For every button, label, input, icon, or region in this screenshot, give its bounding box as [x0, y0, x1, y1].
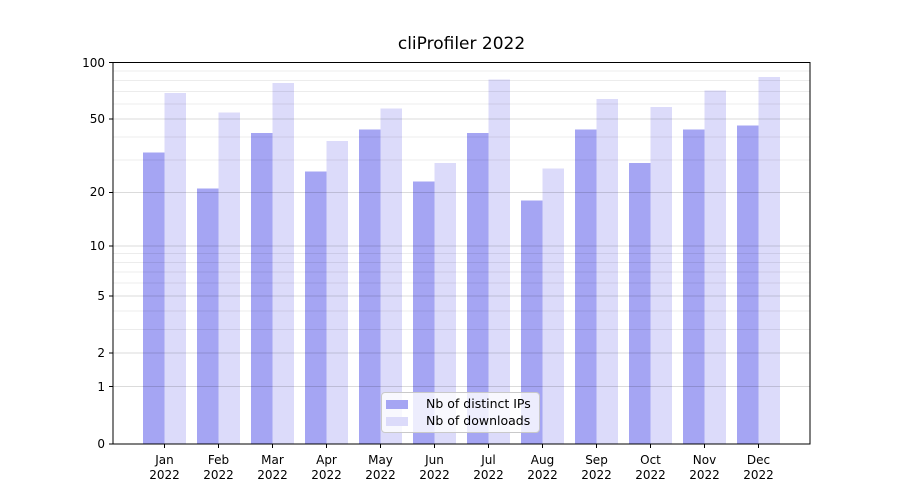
y-tick-label-100: 100 [82, 55, 105, 70]
bar-nb-of-distinct-ips-jun [413, 181, 435, 444]
legend-swatch-downloads [386, 416, 408, 426]
x-tick-month: Jun [425, 453, 444, 467]
bar-nb-of-distinct-ips-aug [521, 200, 543, 444]
y-tick-label-1: 1 [97, 379, 105, 394]
x-tick-month: Mar [261, 453, 284, 467]
x-tick-month: Jan [155, 453, 174, 467]
legend-item-downloads: Nb of downloads [386, 414, 539, 428]
bar-nb-of-distinct-ips-jan [143, 152, 165, 444]
x-tick-year: 2022 [365, 468, 396, 482]
x-tick-month: Sep [585, 453, 608, 467]
x-tick-label-dec: Dec 2022 [729, 453, 789, 483]
bar-nb-of-distinct-ips-dec [737, 125, 759, 444]
chart-title: cliProfiler 2022 [397, 34, 526, 54]
bar-nb-of-downloads-jun [434, 162, 456, 444]
x-tick-month: Dec [746, 453, 771, 467]
x-tick-month: Jul [481, 453, 496, 467]
x-tick-year: 2022 [743, 468, 774, 482]
x-tick-label-apr: Apr 2022 [297, 453, 357, 483]
bar-nb-of-downloads-nov [704, 90, 726, 445]
x-tick-year: 2022 [581, 468, 612, 482]
bar-nb-of-downloads-oct [650, 106, 672, 444]
bar-nb-of-downloads-jul [488, 79, 510, 445]
x-tick-label-jan: Jan 2022 [135, 453, 195, 483]
bar-nb-of-downloads-apr [326, 141, 348, 445]
legend-item-distinct-ips: Nb of distinct IPs [386, 397, 539, 411]
x-tick-month: Aug [530, 453, 555, 467]
x-tick-year: 2022 [689, 468, 720, 482]
bar-nb-of-distinct-ips-jul [467, 133, 489, 444]
bar-nb-of-downloads-dec [758, 76, 780, 444]
x-tick-label-may: May 2022 [351, 453, 411, 483]
legend-label-downloads: Nb of downloads [426, 413, 531, 428]
bar-nb-of-downloads-jan [164, 92, 186, 444]
x-tick-year: 2022 [203, 468, 234, 482]
bar-nb-of-distinct-ips-apr [305, 171, 327, 444]
x-tick-label-mar: Mar 2022 [243, 453, 303, 483]
legend: Nb of distinct IPs Nb of downloads [381, 392, 540, 433]
x-tick-month: Oct [640, 453, 661, 467]
y-tick-label-0: 0 [97, 437, 105, 451]
x-tick-year: 2022 [257, 468, 288, 482]
legend-label-distinct-ips: Nb of distinct IPs [426, 396, 531, 411]
x-tick-month: Apr [316, 453, 337, 467]
bar-nb-of-downloads-may [380, 108, 402, 444]
bar-nb-of-distinct-ips-nov [683, 129, 705, 444]
x-tick-month: Feb [207, 453, 230, 467]
y-tick-label-10: 10 [89, 238, 105, 253]
bar-nb-of-distinct-ips-may [359, 129, 381, 444]
x-tick-month: Nov [692, 453, 717, 467]
x-tick-label-jun: Jun 2022 [405, 453, 465, 483]
bar-nb-of-downloads-aug [542, 168, 564, 444]
y-tick-label-50: 50 [89, 111, 105, 126]
x-tick-label-oct: Oct 2022 [621, 453, 681, 483]
x-tick-year: 2022 [527, 468, 558, 482]
x-tick-year: 2022 [473, 468, 504, 482]
x-tick-month: May [368, 453, 393, 467]
bar-nb-of-downloads-mar [272, 82, 294, 445]
bar-nb-of-downloads-sep [596, 98, 618, 444]
plot-border [112, 62, 811, 445]
bar-nb-of-distinct-ips-oct [629, 162, 651, 444]
x-tick-label-feb: Feb 2022 [189, 453, 249, 483]
legend-swatch-distinct-ips [386, 399, 408, 409]
y-tick-label-2: 2 [97, 346, 105, 361]
bar-nb-of-distinct-ips-feb [197, 188, 219, 444]
bar-nb-of-distinct-ips-mar [251, 133, 273, 444]
x-tick-label-jul: Jul 2022 [459, 453, 519, 483]
x-tick-year: 2022 [149, 468, 180, 482]
bar-nb-of-downloads-feb [218, 112, 240, 444]
y-tick-label-20: 20 [89, 185, 105, 200]
x-tick-label-aug: Aug 2022 [513, 453, 573, 483]
x-tick-year: 2022 [419, 468, 450, 482]
x-tick-label-nov: Nov 2022 [675, 453, 735, 483]
x-tick-year: 2022 [311, 468, 342, 482]
y-tick-label-5: 5 [97, 288, 105, 303]
bar-nb-of-distinct-ips-sep [575, 129, 597, 444]
x-tick-year: 2022 [635, 468, 666, 482]
x-tick-label-sep: Sep 2022 [567, 453, 627, 483]
